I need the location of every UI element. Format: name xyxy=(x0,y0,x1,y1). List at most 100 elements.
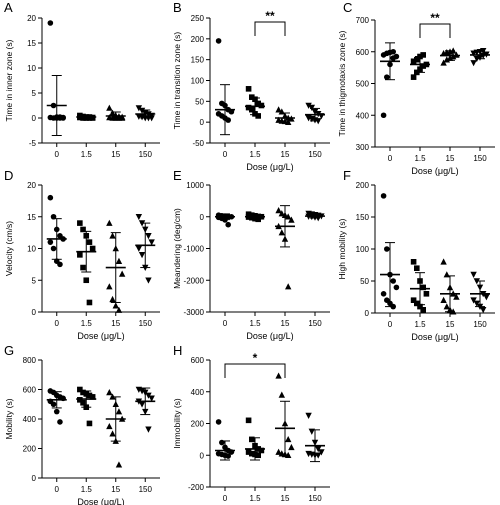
panel-g: G 0 200 400 600 800 0 1.5 15 150 Dose (μg/L) Mobili… xyxy=(4,343,160,505)
x-tick-label: 15 xyxy=(446,320,455,329)
data-point xyxy=(393,53,400,60)
data-point xyxy=(145,277,152,284)
data-point xyxy=(225,453,231,459)
data-point xyxy=(215,38,222,44)
y-tick-label: 100 xyxy=(191,77,205,86)
x-tick-label: 0 xyxy=(55,319,60,328)
data-point xyxy=(255,100,261,107)
data-point xyxy=(255,216,261,223)
data-point xyxy=(315,446,322,453)
data-point xyxy=(47,239,54,245)
data-point xyxy=(138,252,146,259)
data-point xyxy=(145,233,152,240)
y-axis-label: Mobility (s) xyxy=(4,398,14,439)
data-point xyxy=(77,252,83,258)
x-axis-label: Dose (μg/L) xyxy=(246,162,293,172)
y-tick-label: 800 xyxy=(23,356,37,365)
data-point xyxy=(318,449,325,456)
y-tick-label: 0 xyxy=(365,309,370,318)
data-point xyxy=(80,226,86,233)
data-point xyxy=(77,386,83,393)
data-point xyxy=(249,214,255,221)
data-point xyxy=(380,291,387,297)
data-point xyxy=(410,259,417,265)
y-tick-label: 200 xyxy=(191,35,205,44)
data-point xyxy=(384,246,390,252)
x-tick-label: 15 xyxy=(111,485,120,494)
y-tick-label: 0 xyxy=(200,213,205,222)
data-point xyxy=(393,284,400,291)
data-point xyxy=(470,60,477,67)
y-axis-label: Meandering (deg/cm) xyxy=(172,208,182,289)
data-point xyxy=(384,74,390,80)
y-tick-label: 5 xyxy=(32,276,37,285)
x-tick-label: 1.5 xyxy=(249,494,261,503)
panel-f: F 0 50 100 150 200 0 1.5 15 150 Dose (μg/L) High mo… xyxy=(337,168,495,342)
data-point xyxy=(245,86,252,92)
data-point xyxy=(275,207,282,214)
data-point xyxy=(390,48,397,55)
data-point xyxy=(109,430,116,437)
y-tick-label: 20 xyxy=(27,181,36,190)
y-axis-label: Time in inner zone (s) xyxy=(4,39,14,121)
data-point xyxy=(118,114,126,121)
y-tick-label: 600 xyxy=(191,356,205,365)
x-tick-label: 0 xyxy=(223,494,228,503)
panel-letter: C xyxy=(343,0,352,15)
y-tick-label: 0 xyxy=(32,114,37,123)
data-point xyxy=(249,94,255,100)
data-point xyxy=(89,115,96,121)
x-tick-label: 150 xyxy=(139,150,153,159)
data-point xyxy=(53,408,60,415)
significance-bracket xyxy=(419,23,451,38)
data-point xyxy=(148,115,155,122)
data-point xyxy=(225,221,231,228)
data-point xyxy=(423,291,430,297)
data-point xyxy=(148,239,155,246)
data-point xyxy=(115,461,123,468)
significance-label: ** xyxy=(265,9,275,23)
y-tick-label: 300 xyxy=(356,143,370,152)
panel-c: C 300 400 500 600 700 0 1.5 15 150 Dose (μg/L) Time… xyxy=(337,0,495,176)
y-tick-label: 0 xyxy=(32,308,37,317)
panel-letter: D xyxy=(4,168,13,183)
data-point xyxy=(420,52,426,58)
data-point xyxy=(215,419,222,425)
data-point xyxy=(443,271,450,278)
data-point xyxy=(410,58,417,65)
y-tick-label: 500 xyxy=(356,80,370,89)
data-point xyxy=(420,63,426,69)
data-point xyxy=(57,419,63,425)
x-tick-label: 15 xyxy=(281,494,290,503)
x-tick-label: 0 xyxy=(55,150,60,159)
y-tick-label: 20 xyxy=(27,14,36,23)
data-point xyxy=(245,417,252,424)
data-point xyxy=(278,210,285,217)
data-point xyxy=(80,389,86,396)
y-tick-label: 200 xyxy=(356,181,370,190)
x-tick-label: 150 xyxy=(473,154,487,163)
x-tick-label: 0 xyxy=(223,150,228,159)
data-point xyxy=(255,452,261,459)
data-point xyxy=(480,307,487,314)
data-point xyxy=(305,412,312,419)
y-tick-label: 0 xyxy=(32,474,37,483)
data-point xyxy=(483,294,490,301)
y-tick-label: 400 xyxy=(191,388,205,397)
data-point xyxy=(109,232,116,239)
data-point xyxy=(258,447,265,454)
data-point xyxy=(80,399,86,406)
x-tick-label: 15 xyxy=(281,319,290,328)
data-point xyxy=(443,303,450,310)
x-tick-label: 15 xyxy=(281,150,290,159)
y-tick-label: -200 xyxy=(188,483,205,492)
data-point xyxy=(470,297,477,304)
data-point xyxy=(145,392,152,399)
panel-letter: H xyxy=(173,343,182,358)
data-point xyxy=(50,245,57,252)
data-point xyxy=(135,245,143,252)
data-point xyxy=(89,394,96,400)
data-point xyxy=(410,297,417,303)
data-point xyxy=(135,213,143,221)
